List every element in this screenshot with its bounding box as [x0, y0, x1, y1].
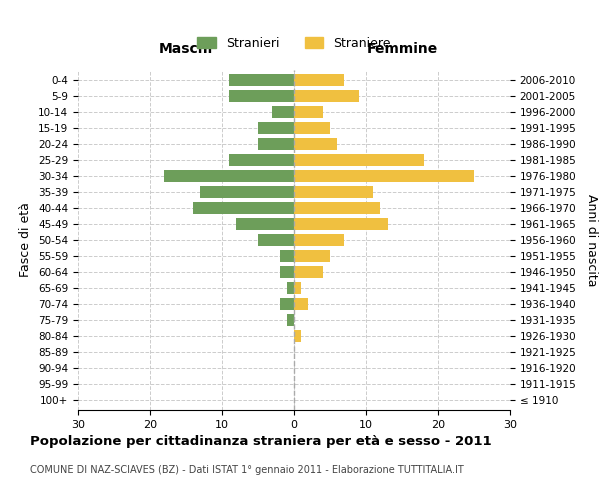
Bar	[193, 202, 294, 214]
Bar	[294, 234, 344, 246]
Bar	[294, 186, 373, 198]
Bar	[294, 138, 337, 150]
Bar	[294, 250, 330, 262]
Bar	[272, 106, 294, 118]
Bar	[287, 314, 294, 326]
Bar	[287, 282, 294, 294]
Bar	[229, 154, 294, 166]
Bar	[236, 218, 294, 230]
Text: Femmine: Femmine	[367, 42, 437, 56]
Bar	[294, 154, 424, 166]
Bar	[294, 282, 301, 294]
Bar	[258, 234, 294, 246]
Y-axis label: Anni di nascita: Anni di nascita	[585, 194, 598, 286]
Bar	[294, 90, 359, 102]
Legend: Stranieri, Straniere: Stranieri, Straniere	[192, 32, 396, 55]
Text: Maschi: Maschi	[159, 42, 213, 56]
Bar	[258, 138, 294, 150]
Bar	[280, 266, 294, 278]
Bar	[280, 250, 294, 262]
Bar	[294, 266, 323, 278]
Bar	[294, 298, 308, 310]
Bar	[294, 330, 301, 342]
Bar	[294, 74, 344, 86]
Text: COMUNE DI NAZ-SCIAVES (BZ) - Dati ISTAT 1° gennaio 2011 - Elaborazione TUTTITALI: COMUNE DI NAZ-SCIAVES (BZ) - Dati ISTAT …	[30, 465, 464, 475]
Bar	[229, 90, 294, 102]
Bar	[280, 298, 294, 310]
Bar	[294, 170, 474, 182]
Y-axis label: Fasce di età: Fasce di età	[19, 202, 32, 278]
Text: Popolazione per cittadinanza straniera per età e sesso - 2011: Popolazione per cittadinanza straniera p…	[30, 435, 491, 448]
Bar	[294, 122, 330, 134]
Bar	[200, 186, 294, 198]
Bar	[294, 218, 388, 230]
Bar	[294, 202, 380, 214]
Bar	[294, 106, 323, 118]
Bar	[164, 170, 294, 182]
Bar	[229, 74, 294, 86]
Bar	[258, 122, 294, 134]
